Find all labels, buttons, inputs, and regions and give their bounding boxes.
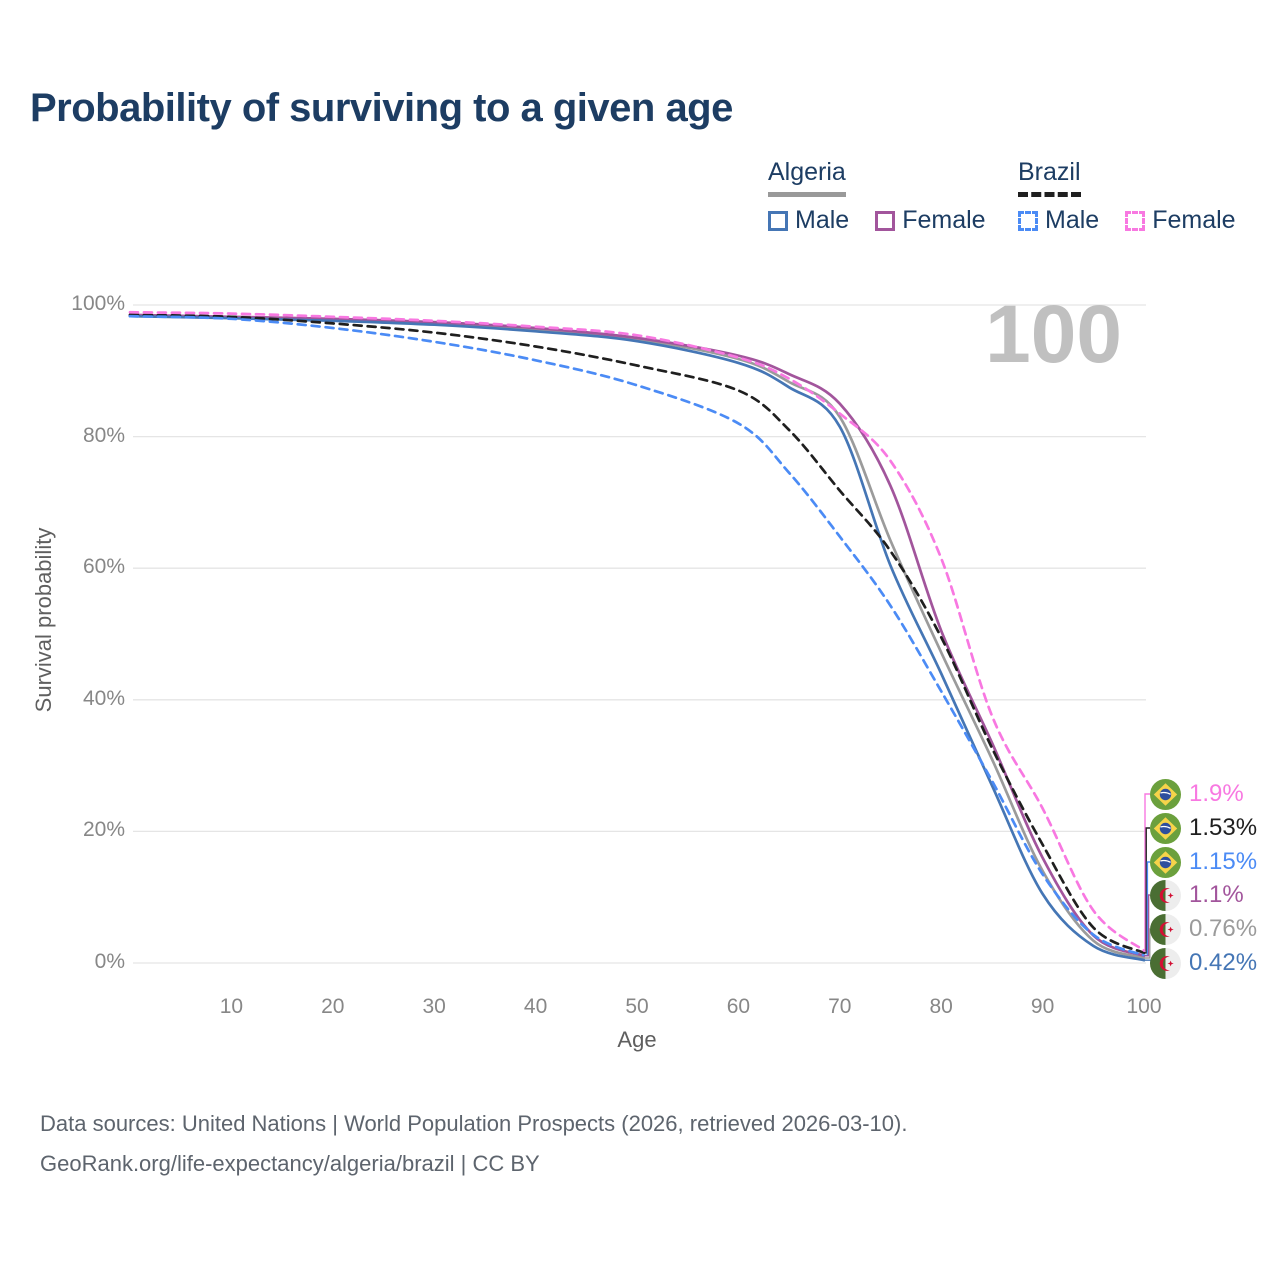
legend-item-label: Male	[795, 206, 850, 234]
x-tick-100: 100	[1126, 995, 1162, 1018]
y-tick-0%: 0%	[94, 950, 125, 973]
y-tick-40%: 40%	[82, 686, 125, 710]
y-tick-20%: 20%	[82, 818, 125, 842]
end-label-value: 0.76%	[1189, 915, 1258, 942]
legend-country-brazil[interactable]: Brazil	[1018, 158, 1081, 197]
brazil-flag-icon	[1150, 812, 1181, 844]
legend-item-algeria-female[interactable]: Female	[875, 206, 986, 235]
end-label-brazil[interactable]: 1.53%	[1150, 811, 1257, 845]
end-label-value: 1.15%	[1189, 848, 1258, 875]
legend-group-brazil: Brazil Male Female	[1018, 158, 1236, 235]
chart-footer: Data sources: United Nations | World Pop…	[40, 1104, 907, 1184]
end-label-value: 1.9%	[1189, 780, 1244, 807]
y-tick-80%: 80%	[82, 423, 125, 447]
page-title: Probability of surviving to a given age	[30, 86, 733, 130]
end-label-brazil-male[interactable]: 1.15%	[1150, 845, 1257, 879]
x-tick-40: 40	[523, 995, 548, 1018]
end-label-algeria-female[interactable]: 1.1%	[1150, 878, 1244, 912]
x-tick-20: 20	[321, 995, 345, 1018]
attribution-link[interactable]: GeoRank.org/life-expectancy/algeria/braz…	[40, 1151, 540, 1176]
legend-item-brazil-male[interactable]: Male	[1018, 206, 1099, 235]
end-label-brazil-female[interactable]: 1.9%	[1150, 777, 1244, 811]
end-label-connector	[1144, 894, 1150, 957]
end-label-algeria[interactable]: 0.76%	[1150, 912, 1257, 946]
x-tick-70: 70	[828, 995, 852, 1018]
age-watermark: 100	[985, 289, 1122, 380]
brazil-flag-icon	[1150, 846, 1181, 878]
end-label-connector	[1144, 793, 1150, 952]
brazil-male-swatch-icon	[1018, 210, 1038, 231]
end-label-algeria-male[interactable]: 0.42%	[1150, 946, 1257, 980]
end-label-connector	[1144, 928, 1151, 959]
algeria-flag-icon	[1150, 913, 1181, 945]
brazil-flag-icon	[1150, 778, 1181, 810]
x-tick-10: 10	[219, 995, 244, 1018]
algeria-flag-icon	[1150, 879, 1181, 911]
end-label-value: 1.1%	[1189, 881, 1244, 908]
y-tick-100%: 100%	[71, 292, 125, 315]
series-line-algeria-male[interactable]	[128, 314, 1146, 962]
series-line-algeria[interactable]	[128, 314, 1146, 960]
data-sources-note: Data sources: United Nations | World Pop…	[40, 1111, 908, 1136]
x-tick-50: 50	[625, 995, 649, 1018]
x-tick-90: 90	[1030, 995, 1055, 1018]
legend-group-algeria: Algeria Male Female	[768, 158, 986, 235]
legend-item-label: Female	[1152, 206, 1236, 234]
end-label-value: 0.42%	[1189, 949, 1258, 976]
algeria-female-swatch-icon	[875, 210, 896, 231]
legend-item-algeria-male[interactable]: Male	[768, 206, 849, 235]
algeria-male-swatch-icon	[768, 210, 788, 231]
x-axis-title: Age	[617, 1027, 657, 1052]
algeria-flag-icon	[1150, 947, 1181, 979]
series-line-brazil-female[interactable]	[128, 310, 1146, 952]
x-tick-60: 60	[726, 995, 751, 1018]
legend-item-brazil-female[interactable]: Female	[1125, 206, 1236, 235]
end-label-connector	[1144, 827, 1150, 954]
series-line-brazil[interactable]	[128, 313, 1146, 955]
y-tick-60%: 60%	[82, 555, 125, 579]
series-line-brazil-male[interactable]	[128, 314, 1146, 957]
legend-item-label: Male	[1045, 206, 1100, 234]
brazil-female-swatch-icon	[1125, 210, 1146, 231]
x-tick-30: 30	[422, 995, 446, 1018]
legend-country-algeria[interactable]: Algeria	[768, 158, 846, 197]
legend-item-label: Female	[902, 206, 986, 234]
series-line-algeria-female[interactable]	[128, 313, 1146, 958]
end-label-value: 1.53%	[1189, 814, 1258, 841]
x-tick-80: 80	[929, 995, 953, 1018]
